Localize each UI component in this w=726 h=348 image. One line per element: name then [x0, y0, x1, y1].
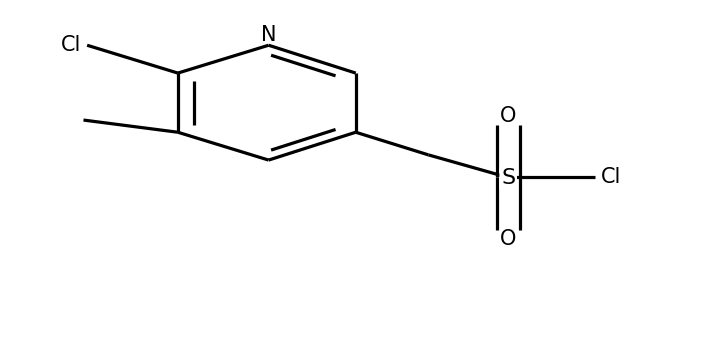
Text: Cl: Cl [601, 167, 621, 188]
Text: O: O [500, 229, 516, 250]
Text: O: O [500, 105, 516, 126]
Text: Cl: Cl [61, 35, 81, 55]
Text: S: S [501, 168, 515, 188]
Text: N: N [261, 25, 277, 46]
